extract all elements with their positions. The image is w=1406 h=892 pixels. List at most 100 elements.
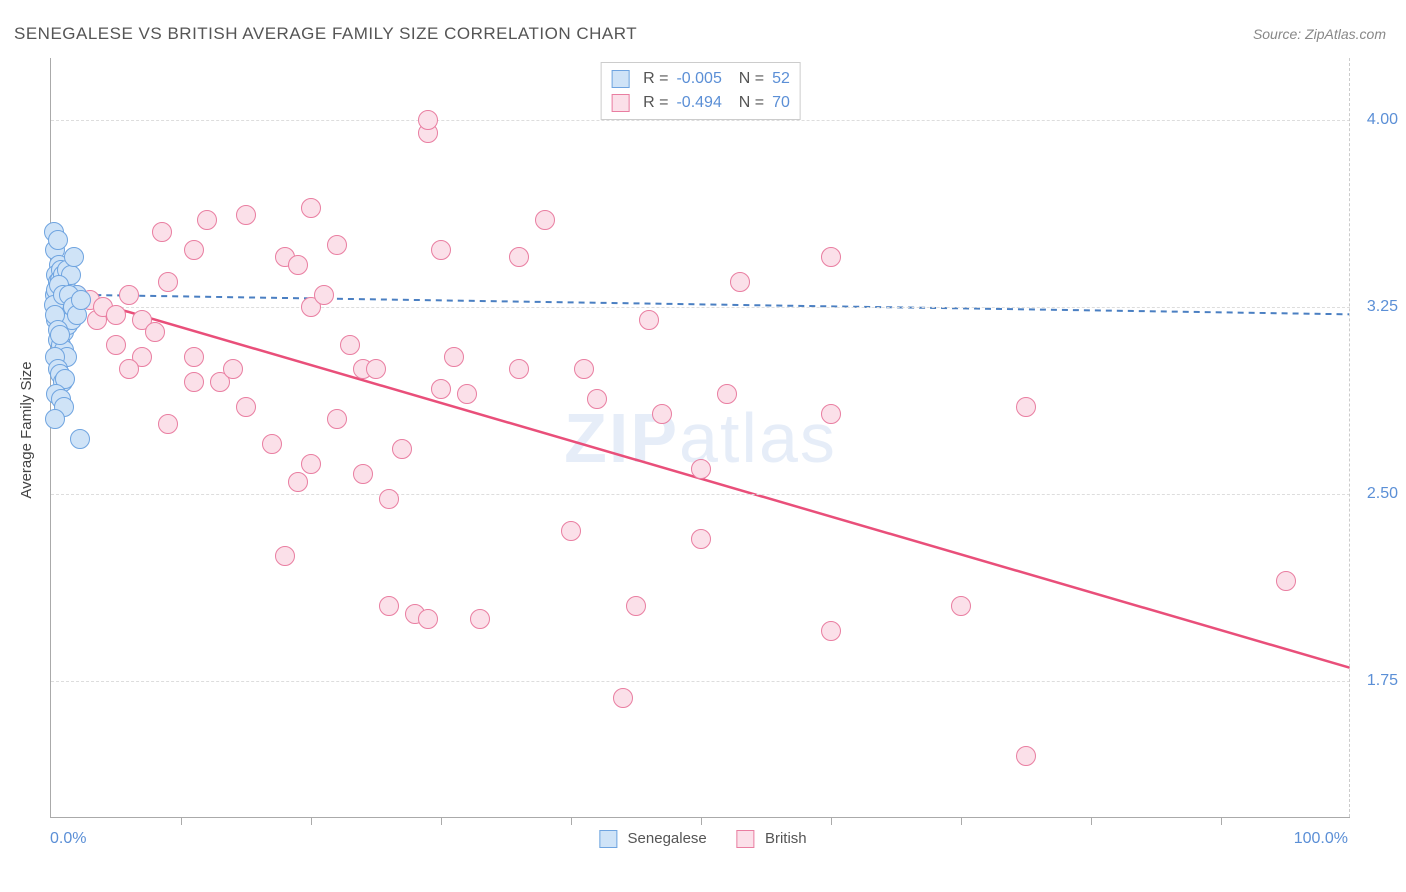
british-point [197,210,217,230]
chart-title: SENEGALESE VS BRITISH AVERAGE FAMILY SIZ… [14,24,637,44]
senegalese-point [71,290,91,310]
senegalese-point [48,230,68,250]
senegalese-point [64,247,84,267]
british-point [106,335,126,355]
british-point [262,434,282,454]
x-tick [701,817,702,825]
x-tick [961,817,962,825]
legend-n-label: N = [730,91,764,115]
y-axis-label: Average Family Size [18,361,35,498]
british-point [106,305,126,325]
british-point [379,596,399,616]
legend-label-british: British [765,830,807,847]
swatch-senegalese-icon [599,830,617,848]
british-point [184,240,204,260]
british-point [431,379,451,399]
british-point [821,404,841,424]
british-point [1016,397,1036,417]
british-point [717,384,737,404]
chart-plot-area: ZIPatlas R = -0.005 N = 52 R = -0.494 N … [50,58,1350,818]
british-point [561,521,581,541]
british-point [184,347,204,367]
british-point [119,285,139,305]
x-axis-max-label: 100.0% [1294,830,1348,848]
senegalese-point [70,429,90,449]
british-point [951,596,971,616]
british-point [444,347,464,367]
senegalese-point [45,409,65,429]
legend-row-senegalese: R = -0.005 N = 52 [611,67,790,91]
series-legend: Senegalese British [599,830,806,848]
x-tick [311,817,312,825]
british-point [574,359,594,379]
british-point [730,272,750,292]
y-tick-label: 3.25 [1367,298,1398,316]
gridline [51,494,1350,495]
british-point [340,335,360,355]
british-point [821,621,841,641]
legend-r-value-british: -0.494 [676,91,721,115]
british-point [392,439,412,459]
british-point [652,404,672,424]
legend-r-label: R = [643,67,668,91]
swatch-senegalese-icon [611,70,629,88]
british-point [301,198,321,218]
british-point [158,272,178,292]
x-axis-min-label: 0.0% [50,830,86,848]
british-point [301,454,321,474]
british-point [152,222,172,242]
british-point [639,310,659,330]
legend-item-british: British [737,830,807,848]
british-point [288,472,308,492]
british-point [626,596,646,616]
swatch-british-icon [737,830,755,848]
british-point [418,609,438,629]
legend-item-senegalese: Senegalese [599,830,706,848]
trendlines-layer [51,58,1350,817]
x-tick [1221,817,1222,825]
british-point [587,389,607,409]
british-point [509,359,529,379]
british-point [821,247,841,267]
british-point [691,529,711,549]
british-point [1016,746,1036,766]
british-point [275,546,295,566]
british-point [691,459,711,479]
british-point [327,235,347,255]
british-point [353,464,373,484]
british-point [418,110,438,130]
x-tick [1091,817,1092,825]
british-point [314,285,334,305]
correlation-legend: R = -0.005 N = 52 R = -0.494 N = 70 [600,62,801,120]
british-point [119,359,139,379]
british-point [236,397,256,417]
british-point [1276,571,1296,591]
legend-n-value-british: 70 [772,91,790,115]
british-point [366,359,386,379]
legend-row-british: R = -0.494 N = 70 [611,91,790,115]
gridline [51,307,1350,308]
x-tick [571,817,572,825]
british-point [184,372,204,392]
british-point [431,240,451,260]
british-point [509,247,529,267]
y-tick-label: 1.75 [1367,672,1398,690]
gridline [51,681,1350,682]
british-point [457,384,477,404]
british-point [613,688,633,708]
british-point [223,359,243,379]
british-point [158,414,178,434]
british-point [379,489,399,509]
swatch-british-icon [611,94,629,112]
british-point [535,210,555,230]
legend-n-label: N = [730,67,764,91]
senegalese-point [50,325,70,345]
source-attribution: Source: ZipAtlas.com [1253,26,1386,42]
british-point [470,609,490,629]
legend-r-value-senegalese: -0.005 [676,67,721,91]
y-tick-label: 2.50 [1367,485,1398,503]
legend-n-value-senegalese: 52 [772,67,790,91]
british-point [288,255,308,275]
y-tick-label: 4.00 [1367,111,1398,129]
british-point [236,205,256,225]
